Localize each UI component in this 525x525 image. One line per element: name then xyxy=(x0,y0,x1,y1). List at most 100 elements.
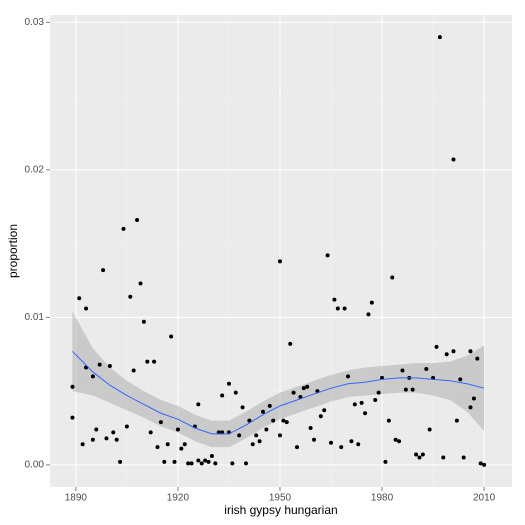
y-tick-label: 0.02 xyxy=(25,165,45,176)
data-point xyxy=(254,433,259,438)
data-point xyxy=(124,424,129,429)
data-point xyxy=(318,414,323,419)
data-point xyxy=(363,411,368,416)
data-point xyxy=(376,390,381,395)
data-point xyxy=(199,461,204,466)
data-point xyxy=(196,402,201,407)
data-point xyxy=(308,426,313,430)
data-point xyxy=(346,374,351,379)
data-point xyxy=(294,445,299,450)
y-tick-label: 0.03 xyxy=(25,17,45,28)
data-point xyxy=(475,356,480,361)
data-point xyxy=(209,454,214,459)
data-point xyxy=(277,433,282,438)
data-point xyxy=(206,459,211,464)
data-point xyxy=(352,402,357,407)
smooth-line xyxy=(72,350,485,435)
data-point xyxy=(158,420,163,425)
data-point xyxy=(359,400,364,405)
data-point xyxy=(182,442,187,447)
data-point xyxy=(189,461,194,466)
data-point xyxy=(301,386,306,391)
data-point xyxy=(70,415,75,420)
x-tick-label: 1890 xyxy=(65,493,88,504)
data-point xyxy=(468,349,473,354)
data-point xyxy=(138,281,143,286)
data-point xyxy=(148,430,153,435)
data-point xyxy=(410,387,415,392)
data-point xyxy=(90,374,95,379)
data-point xyxy=(101,268,106,273)
data-point xyxy=(230,461,235,466)
data-point xyxy=(277,259,282,264)
data-point xyxy=(169,334,174,339)
data-point xyxy=(482,462,487,467)
data-point xyxy=(243,461,248,466)
data-point xyxy=(114,437,119,442)
data-point xyxy=(471,396,476,401)
data-point xyxy=(417,455,422,460)
x-tick-label: 1950 xyxy=(269,493,292,504)
data-point xyxy=(329,440,334,445)
x-tick-label: 1980 xyxy=(371,493,394,504)
data-point xyxy=(434,344,439,349)
data-point xyxy=(373,397,378,402)
data-point xyxy=(281,418,286,423)
data-point xyxy=(451,349,456,354)
data-point xyxy=(386,418,391,423)
data-point xyxy=(80,442,85,447)
data-point xyxy=(107,364,112,369)
data-point xyxy=(312,437,316,442)
data-point xyxy=(165,442,170,447)
data-point xyxy=(437,35,442,40)
y-tick-label: 0.00 xyxy=(25,460,45,471)
data-point xyxy=(220,393,225,398)
data-point xyxy=(172,459,177,464)
data-point xyxy=(226,381,231,386)
data-point xyxy=(196,458,201,463)
data-point xyxy=(250,442,255,447)
data-point xyxy=(468,405,473,410)
data-point xyxy=(271,418,276,423)
data-point xyxy=(458,377,463,382)
data-point xyxy=(240,405,245,410)
data-point xyxy=(141,319,146,324)
data-point xyxy=(284,420,289,425)
y-axis-title: proportion xyxy=(6,224,20,278)
data-point xyxy=(325,253,330,258)
data-point xyxy=(403,387,408,392)
data-point xyxy=(288,341,293,346)
data-point xyxy=(390,275,395,280)
data-point xyxy=(444,352,449,357)
data-point xyxy=(342,306,347,311)
data-point xyxy=(427,427,432,432)
confidence-band xyxy=(72,311,485,448)
data-point xyxy=(424,367,429,371)
data-point xyxy=(420,452,425,457)
data-point xyxy=(145,359,150,364)
data-point xyxy=(118,459,123,464)
data-point xyxy=(478,461,483,466)
data-point xyxy=(233,390,238,395)
data-point xyxy=(454,418,459,423)
data-point xyxy=(461,455,466,460)
data-point xyxy=(179,446,184,451)
data-point xyxy=(152,359,157,364)
data-point xyxy=(332,297,337,302)
data-point xyxy=(397,439,402,444)
data-point xyxy=(383,459,388,464)
data-point xyxy=(441,455,446,460)
x-tick-label: 2010 xyxy=(473,493,496,504)
data-point xyxy=(128,294,133,299)
data-point xyxy=(237,433,242,438)
data-point xyxy=(291,390,296,395)
data-point xyxy=(155,445,160,450)
data-point xyxy=(267,403,272,408)
data-point xyxy=(260,409,265,414)
data-point xyxy=(186,461,191,466)
data-point xyxy=(135,218,140,223)
data-point xyxy=(369,300,374,305)
data-point xyxy=(322,408,327,413)
data-point xyxy=(451,157,456,162)
